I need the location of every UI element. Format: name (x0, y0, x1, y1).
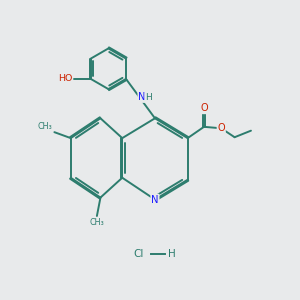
Text: O: O (200, 103, 208, 113)
Text: HO: HO (58, 74, 72, 83)
Text: CH₃: CH₃ (89, 218, 104, 227)
Text: CH₃: CH₃ (37, 122, 52, 131)
Text: Cl: Cl (134, 249, 144, 259)
Text: H: H (145, 93, 152, 102)
Text: N: N (151, 194, 159, 205)
Text: O: O (218, 123, 225, 133)
Text: H: H (167, 249, 175, 259)
Text: N: N (138, 92, 146, 102)
